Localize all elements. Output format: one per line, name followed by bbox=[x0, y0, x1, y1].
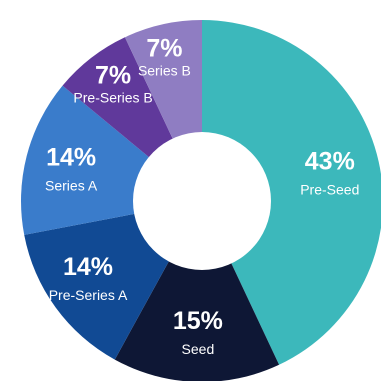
category-label-seed: Seed bbox=[182, 341, 215, 357]
category-label-pre-series-a: Pre-Series A bbox=[49, 287, 128, 303]
slice-pre-seed bbox=[202, 20, 381, 365]
percent-label-series-b: 7% bbox=[146, 35, 182, 63]
donut-hole bbox=[133, 132, 271, 270]
percent-label-series-a: 14% bbox=[46, 143, 96, 171]
percent-label-seed: 15% bbox=[173, 307, 223, 335]
percent-label-pre-series-a: 14% bbox=[63, 253, 113, 281]
category-label-series-a: Series A bbox=[45, 177, 98, 193]
category-label-series-b: Series B bbox=[138, 63, 191, 79]
category-label-pre-seed: Pre-Seed bbox=[300, 181, 359, 197]
labels-group: 43% Pre-Seed 15% Seed 14% Pre-Series A 14% Seri… bbox=[45, 35, 359, 357]
percent-label-pre-series-b: 7% bbox=[95, 61, 131, 89]
slice-seed bbox=[114, 201, 280, 381]
category-label-pre-series-b: Pre-Series B bbox=[73, 89, 152, 105]
percent-label-pre-seed: 43% bbox=[305, 147, 355, 175]
